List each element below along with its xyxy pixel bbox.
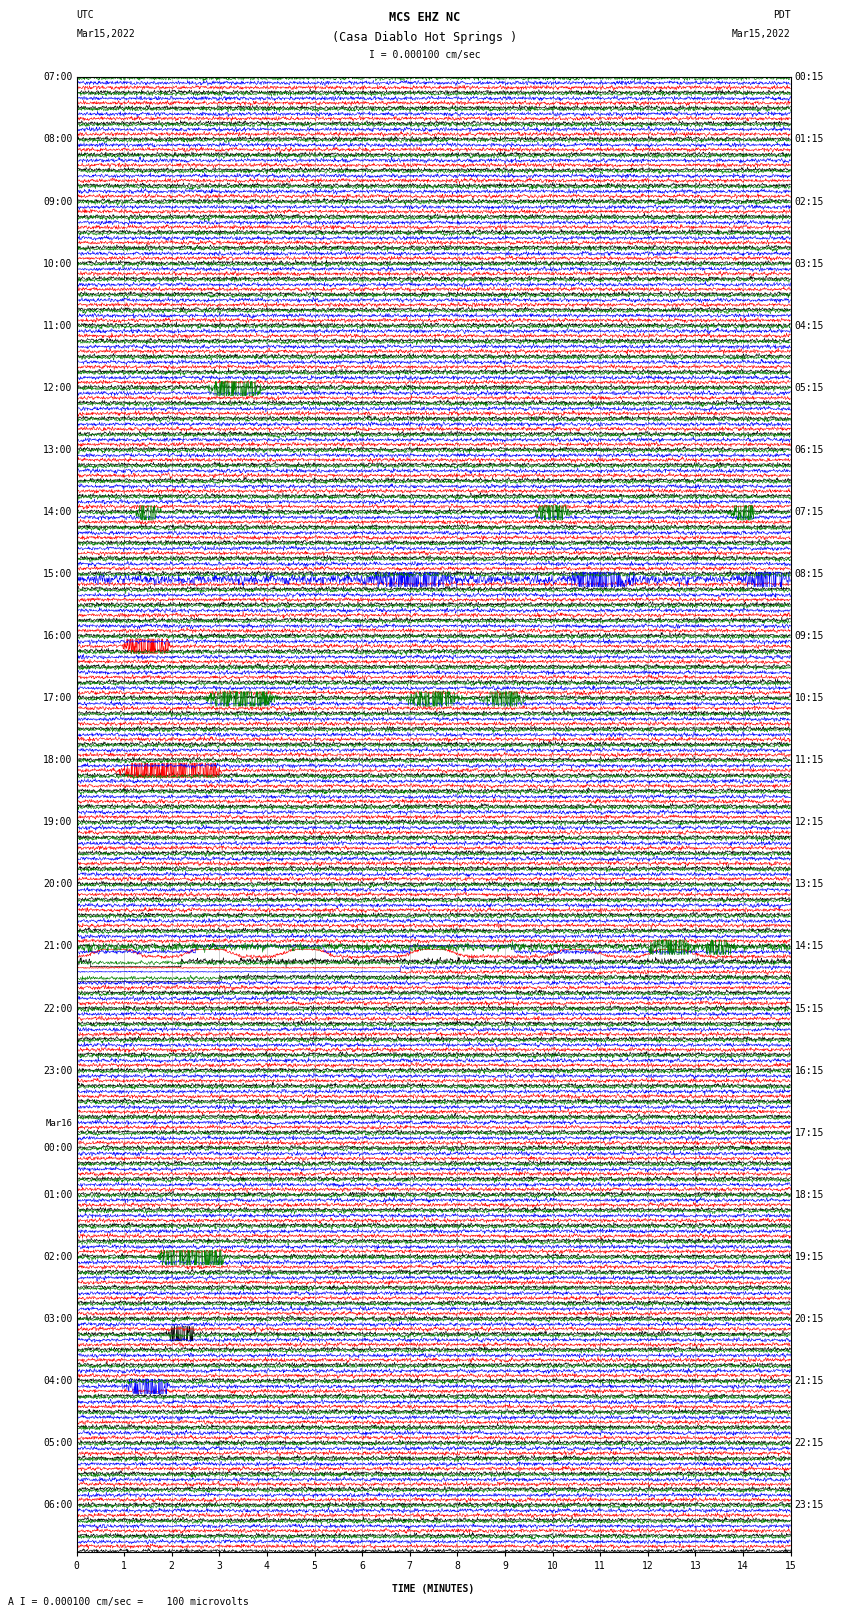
Text: 04:15: 04:15 (795, 321, 824, 331)
Text: 16:00: 16:00 (42, 631, 72, 640)
Text: 20:15: 20:15 (795, 1315, 824, 1324)
Text: 07:15: 07:15 (795, 506, 824, 516)
Text: 17:00: 17:00 (42, 694, 72, 703)
Text: 21:00: 21:00 (42, 942, 72, 952)
Text: 04:00: 04:00 (42, 1376, 72, 1386)
Text: 23:15: 23:15 (795, 1500, 824, 1510)
Text: PDT: PDT (773, 10, 790, 19)
Text: 16:15: 16:15 (795, 1066, 824, 1076)
Text: (Casa Diablo Hot Springs ): (Casa Diablo Hot Springs ) (332, 31, 518, 44)
Text: 10:15: 10:15 (795, 694, 824, 703)
Text: 12:00: 12:00 (42, 382, 72, 394)
Text: 01:15: 01:15 (795, 134, 824, 145)
Text: A I = 0.000100 cm/sec =    100 microvolts: A I = 0.000100 cm/sec = 100 microvolts (8, 1597, 249, 1607)
X-axis label: TIME (MINUTES): TIME (MINUTES) (393, 1584, 474, 1594)
Text: 22:15: 22:15 (795, 1439, 824, 1448)
Text: 12:15: 12:15 (795, 818, 824, 827)
Text: 18:00: 18:00 (42, 755, 72, 765)
Text: 08:00: 08:00 (42, 134, 72, 145)
Text: 08:15: 08:15 (795, 569, 824, 579)
Text: 19:00: 19:00 (42, 818, 72, 827)
Text: 07:00: 07:00 (42, 73, 72, 82)
Text: Mar15,2022: Mar15,2022 (76, 29, 135, 39)
Text: 11:00: 11:00 (42, 321, 72, 331)
Text: 19:15: 19:15 (795, 1252, 824, 1261)
Text: 06:15: 06:15 (795, 445, 824, 455)
Text: 23:00: 23:00 (42, 1066, 72, 1076)
Text: 09:00: 09:00 (42, 197, 72, 206)
Text: 13:15: 13:15 (795, 879, 824, 889)
Text: 11:15: 11:15 (795, 755, 824, 765)
Text: 05:15: 05:15 (795, 382, 824, 394)
Text: 03:15: 03:15 (795, 258, 824, 269)
Text: Mar15,2022: Mar15,2022 (732, 29, 791, 39)
Text: I = 0.000100 cm/sec: I = 0.000100 cm/sec (369, 50, 481, 60)
Text: 13:00: 13:00 (42, 445, 72, 455)
Text: 15:15: 15:15 (795, 1003, 824, 1013)
Text: 20:00: 20:00 (42, 879, 72, 889)
Text: 06:00: 06:00 (42, 1500, 72, 1510)
Text: 14:00: 14:00 (42, 506, 72, 516)
Text: 10:00: 10:00 (42, 258, 72, 269)
Text: 00:15: 00:15 (795, 73, 824, 82)
Text: 03:00: 03:00 (42, 1315, 72, 1324)
Text: MCS EHZ NC: MCS EHZ NC (389, 11, 461, 24)
Text: 17:15: 17:15 (795, 1127, 824, 1137)
Text: 02:15: 02:15 (795, 197, 824, 206)
Text: Mar16: Mar16 (45, 1119, 72, 1127)
Text: 15:00: 15:00 (42, 569, 72, 579)
Text: 01:00: 01:00 (42, 1190, 72, 1200)
Text: 09:15: 09:15 (795, 631, 824, 640)
Text: 14:15: 14:15 (795, 942, 824, 952)
Text: 00:00: 00:00 (42, 1144, 72, 1153)
Text: UTC: UTC (76, 10, 94, 19)
Text: 18:15: 18:15 (795, 1190, 824, 1200)
Text: 05:00: 05:00 (42, 1439, 72, 1448)
Text: 21:15: 21:15 (795, 1376, 824, 1386)
Text: 22:00: 22:00 (42, 1003, 72, 1013)
Text: 02:00: 02:00 (42, 1252, 72, 1261)
